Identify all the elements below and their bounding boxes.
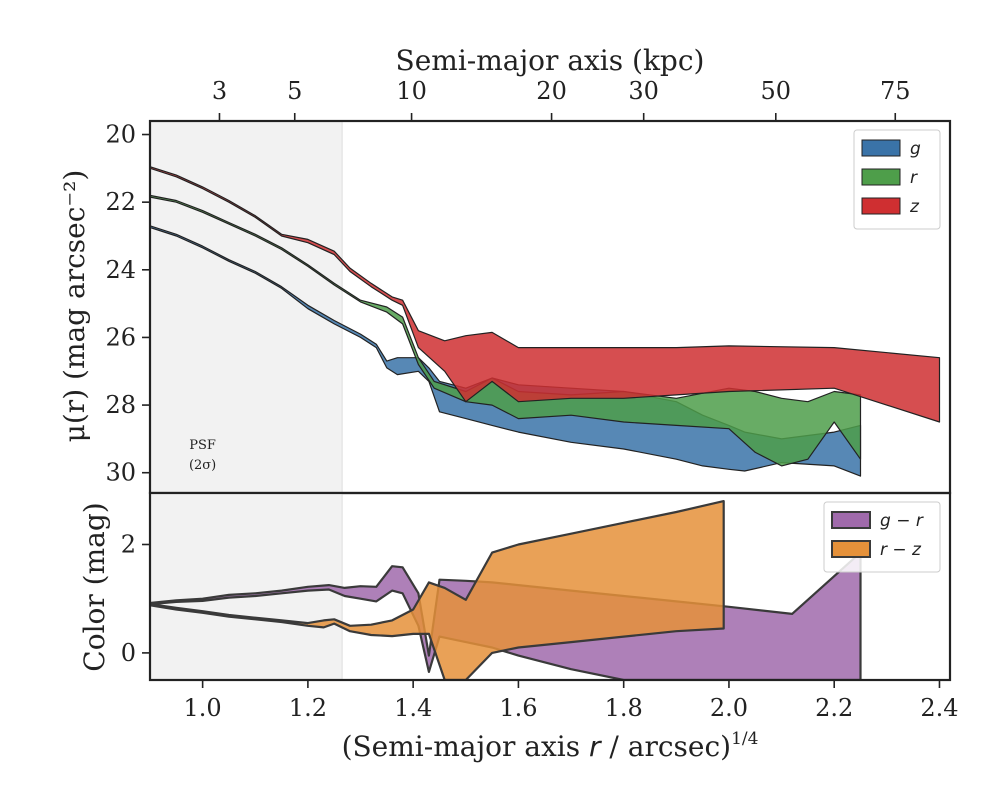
legend-swatch-g-r (831, 511, 871, 529)
legend-label-g: g (910, 139, 921, 159)
x-tick-label-3: 1.6 (499, 694, 537, 722)
top-tick-label-3: 20 (536, 77, 567, 105)
legend-1: g − r r − z (823, 501, 941, 573)
axis-labels: Semi-major axis (kpc) μ(r) (mag arcsec⁻²… (58, 44, 758, 763)
psf-annotation-line2: (2σ) (189, 458, 216, 473)
legend-label-z: z (909, 197, 920, 217)
x-axis-title-main: (Semi-major axis (342, 730, 589, 763)
bottom-y-axis-title: Color (mag) (78, 502, 111, 671)
x-tick-label-2: 1.4 (394, 694, 432, 722)
band-z (150, 166, 941, 423)
top-tick-label-5: 50 (761, 77, 792, 105)
legend-swatch-r (861, 168, 901, 186)
y-tick-label-28: 28 (105, 391, 136, 419)
y-tick-label-2: 2 (121, 530, 136, 558)
plot-area-0 (150, 121, 941, 493)
top-y-axis-title: μ(r) (mag arcsec⁻²) (58, 170, 91, 443)
x-tick-label-0: 1.0 (184, 694, 222, 722)
color-panel: 0 2 1.0 1.2 1.4 1.6 1.8 2.0 2.2 2.4 g − r r − z (121, 491, 959, 722)
y-tick-label-24: 24 (105, 256, 136, 284)
legend-swatch-z (861, 197, 901, 215)
plot-frame-1 (148, 491, 952, 682)
y-tick-label-0: 0 (121, 639, 136, 667)
legend-label-r-z: r − z (880, 540, 922, 560)
surface-brightness-panel: 20 22 24 26 28 30 3 5 10 20 30 50 75 PSF (2σ) grz (105, 77, 952, 495)
x-tick-label-1: 1.2 (289, 694, 327, 722)
top-tick-label-4: 30 (628, 77, 659, 105)
bottom-x-axis-title: (Semi-major axis r / arcsec)1/4 (342, 729, 759, 763)
psf-annotation-line1: PSF (189, 438, 216, 453)
legend-0: grz (853, 129, 941, 230)
x-tick-label-5: 2.0 (710, 694, 748, 722)
legend-label-r: r (910, 168, 918, 188)
x-axis-title-var: r (589, 730, 602, 763)
legend-swatch-g (861, 139, 901, 157)
y-tick-label-30: 30 (105, 459, 136, 487)
top-tick-label-0: 3 (212, 77, 227, 105)
y-tick-label-26: 26 (105, 323, 136, 351)
x-axis-title-unit: / arcsec) (601, 730, 732, 763)
plot-area-1 (150, 493, 862, 680)
top-axis-title: Semi-major axis (kpc) (396, 44, 705, 77)
y-tick-label-22: 22 (105, 188, 136, 216)
x-axis-title-exp: 1/4 (731, 729, 758, 749)
x-tick-label-4: 1.8 (605, 694, 643, 722)
x-tick-label-6: 2.2 (815, 694, 853, 722)
y-tick-label-20: 20 (105, 121, 136, 149)
x-tick-label-7: 2.4 (920, 694, 958, 722)
top-tick-label-2: 10 (396, 77, 427, 105)
band-r (150, 194, 862, 467)
top-tick-label-6: 75 (880, 77, 911, 105)
top-tick-label-1: 5 (287, 77, 302, 105)
band-r-z (150, 500, 725, 680)
legend-swatch-r-z (831, 540, 871, 558)
legend-label-g-r: g − r (880, 511, 924, 531)
